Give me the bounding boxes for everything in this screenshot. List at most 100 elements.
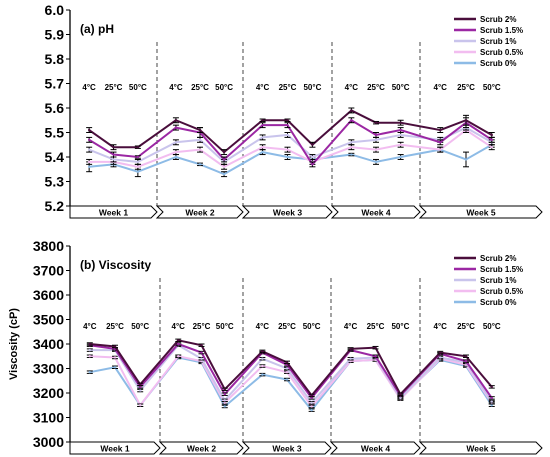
week-box (69, 205, 158, 219)
temperature-label: 4°C (434, 322, 448, 331)
data-point (223, 405, 226, 408)
y-axis-label: Viscosity (cP) (8, 308, 20, 380)
data-point (87, 165, 91, 168)
data-point (464, 119, 468, 122)
temperature-label: 25°C (457, 322, 475, 331)
viscosity-chart-panel: 3000 3100 3200 3300 3400 3500 3600 3700 3800 Visc… (8, 238, 543, 455)
temperature-label: 4°C (169, 83, 183, 92)
data-point (112, 158, 115, 161)
data-point (311, 155, 314, 159)
y-tick-label: 3000 (33, 434, 64, 450)
temperature-label: 50°C (391, 322, 409, 331)
legend-label: Scrub 2% (480, 254, 516, 263)
data-point (88, 342, 92, 346)
week-box (69, 441, 161, 455)
data-point (113, 345, 117, 348)
data-point (136, 160, 140, 164)
week-box (241, 441, 332, 455)
temperature-label: 50°C (131, 322, 149, 331)
data-point (349, 357, 352, 360)
temperature-label: 25°C (105, 83, 123, 92)
data-point (261, 373, 264, 376)
data-point (490, 404, 493, 407)
data-point (87, 160, 91, 164)
series-line (89, 151, 177, 168)
data-point (311, 143, 314, 146)
legend-label: Scrub 0.5% (480, 287, 523, 296)
series-line (178, 356, 264, 409)
y-tick-label: 3300 (33, 361, 64, 377)
data-point (490, 138, 493, 142)
data-point (177, 339, 180, 342)
data-point (374, 121, 378, 124)
temperature-label: 25°C (367, 322, 385, 331)
series-line (177, 344, 264, 403)
series-line (350, 346, 441, 396)
data-point (350, 119, 353, 122)
week-box (158, 441, 244, 455)
temperature-label: 50°C (303, 322, 321, 331)
data-point (490, 133, 493, 137)
data-point (177, 355, 180, 358)
series-line (351, 148, 441, 163)
data-point (374, 346, 377, 349)
data-point (310, 401, 313, 404)
data-point (490, 385, 493, 389)
data-point (490, 396, 493, 400)
temperature-label: 25°C (278, 322, 296, 331)
data-point (399, 396, 402, 400)
series-line (89, 344, 180, 393)
series-line (89, 355, 180, 408)
data-point (285, 367, 289, 370)
temperature-label: 50°C (392, 83, 410, 92)
data-point (223, 388, 226, 391)
legend-label: Scrub 0% (480, 298, 516, 307)
series-line (175, 119, 264, 154)
data-point (286, 119, 289, 122)
series-line (89, 343, 180, 389)
data-point (439, 148, 442, 151)
series-line (350, 119, 441, 144)
series-line (261, 357, 352, 405)
data-point (87, 128, 91, 132)
series-line (175, 136, 264, 164)
data-point (174, 126, 178, 129)
data-point (136, 165, 140, 168)
temperature-label: 25°C (106, 322, 124, 331)
data-point (464, 158, 468, 161)
data-point (87, 138, 91, 142)
week-label: Week 4 (361, 444, 390, 454)
data-point (198, 128, 202, 132)
series-line (175, 151, 264, 176)
data-point (439, 356, 442, 359)
data-point (464, 355, 468, 358)
temperature-label: 50°C (483, 83, 501, 92)
week-label: Week 5 (466, 444, 495, 454)
data-point (350, 141, 353, 144)
data-point (399, 393, 402, 396)
y-tick-label: 5.9 (45, 27, 65, 43)
y-tick-label: 6.0 (45, 2, 65, 18)
series-line (262, 151, 352, 161)
data-point (139, 389, 142, 392)
data-point (285, 361, 289, 364)
data-point (261, 364, 264, 368)
data-point (310, 405, 313, 408)
week-box (418, 441, 543, 455)
series-line (178, 355, 264, 405)
week-box (241, 205, 333, 219)
data-point (87, 148, 91, 151)
data-point (350, 153, 353, 156)
temperature-label: 25°C (367, 83, 385, 92)
legend-label: Scrub 1.5% (480, 265, 523, 274)
data-point (136, 155, 140, 159)
data-point (174, 155, 178, 159)
series-line (261, 348, 352, 398)
series-line (89, 339, 180, 387)
data-point (286, 123, 289, 127)
week-label: Week 5 (466, 208, 495, 218)
data-point (399, 155, 402, 159)
y-tick-label: 3400 (33, 336, 64, 352)
temperature-label: 25°C (191, 83, 209, 92)
